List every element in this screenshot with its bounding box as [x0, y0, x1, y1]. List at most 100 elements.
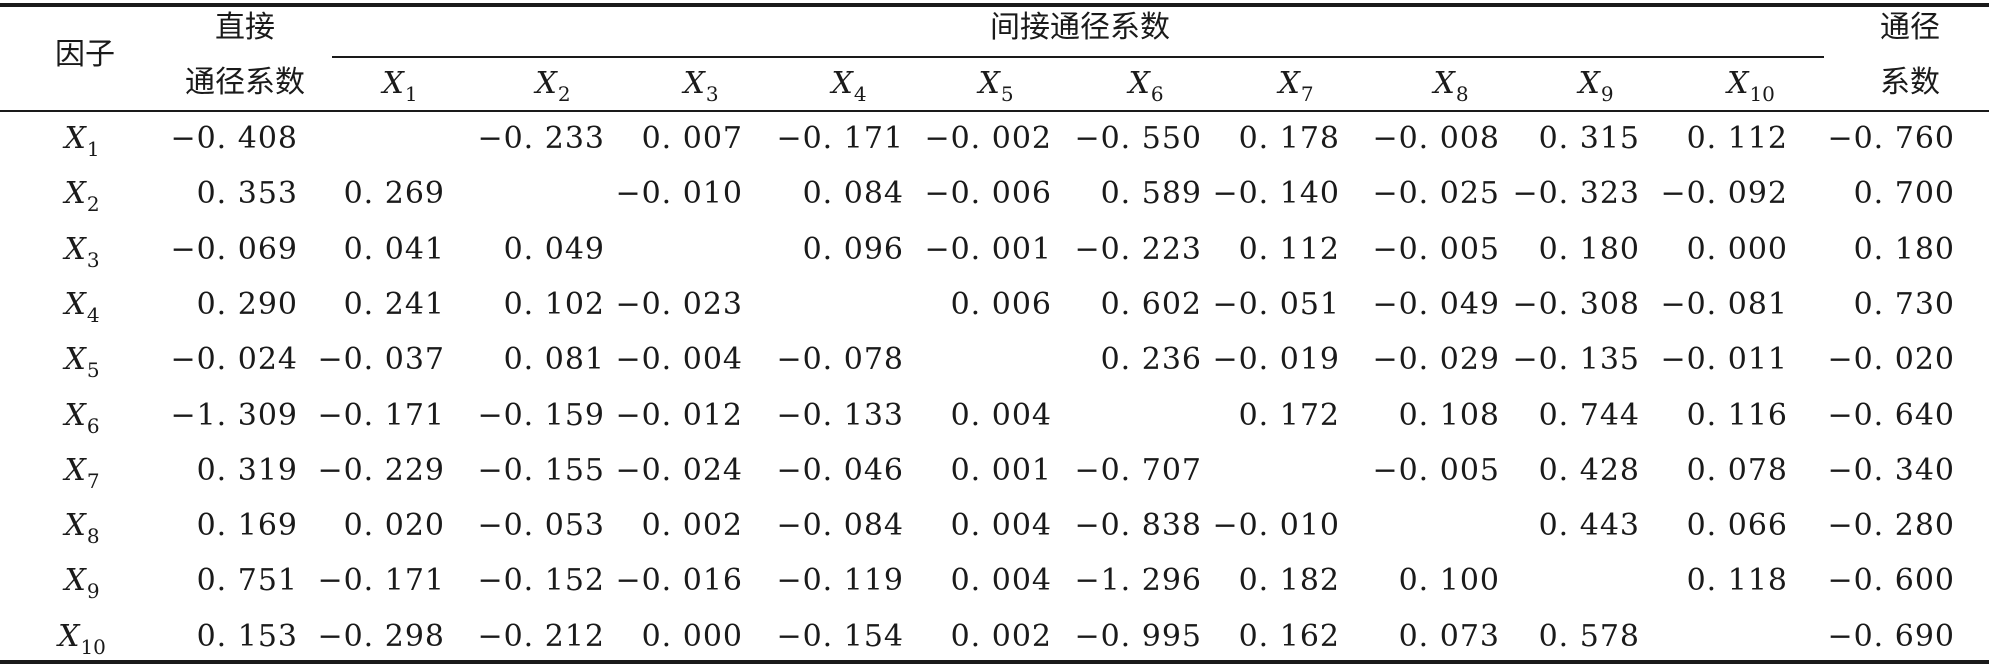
- indirect-coefficient: −0. 005: [1372, 452, 1500, 488]
- row-factor-x7: X7: [64, 452, 99, 493]
- indirect-coefficient: 0. 001: [950, 452, 1052, 488]
- indirect-coefficient: 0. 007: [641, 121, 743, 156]
- top-rule: [0, 3, 1989, 7]
- indirect-coefficient: 0. 428: [1538, 452, 1640, 488]
- column-header-x8-subscript: 8: [1455, 82, 1469, 106]
- column-header-x10-base: X: [1727, 66, 1749, 101]
- column-header-x5-base: X: [978, 66, 1000, 101]
- total-coefficient: 0. 730: [1853, 286, 1955, 322]
- column-header-x1: X1: [382, 66, 417, 106]
- indirect-coefficient: 0. 096: [802, 231, 904, 267]
- direct-coefficient: 0. 751: [196, 563, 298, 599]
- indirect-coefficient: −0. 002: [924, 121, 1052, 156]
- column-header-x1-subscript: 1: [404, 82, 418, 106]
- column-header-x2: X2: [535, 66, 570, 106]
- indirect-coefficient: −0. 995: [1074, 618, 1202, 654]
- indirect-coefficient: −0. 155: [477, 452, 605, 488]
- row-factor-x10: X10: [58, 618, 106, 659]
- row-factor-x1-base: X: [64, 121, 86, 156]
- indirect-coefficient: −0. 308: [1512, 286, 1640, 322]
- row-factor-x4-base: X: [64, 286, 86, 322]
- column-header-x4: X4: [831, 66, 866, 106]
- indirect-coefficient: 0. 182: [1238, 563, 1340, 599]
- indirect-coefficient: 0. 443: [1538, 508, 1640, 544]
- indirect-coefficient: 0. 602: [1100, 286, 1202, 322]
- column-header-x7-subscript: 7: [1300, 82, 1314, 106]
- row-factor-x2: X2: [64, 176, 99, 216]
- indirect-coefficient: −0. 029: [1372, 342, 1500, 378]
- indirect-coefficient: −0. 171: [317, 563, 445, 599]
- column-header-x5: X5: [978, 66, 1013, 106]
- indirect-coefficient: −0. 171: [776, 121, 904, 156]
- row-factor-x8-subscript: 8: [86, 524, 100, 549]
- indirect-coefficient: −0. 152: [477, 563, 605, 599]
- indirect-coefficient: −0. 024: [615, 452, 743, 488]
- row-factor-x2-base: X: [64, 176, 86, 212]
- indirect-coefficient: 0. 100: [1398, 563, 1500, 599]
- indirect-coefficient: 0. 172: [1238, 397, 1340, 433]
- row-factor-x5-base: X: [64, 342, 86, 378]
- direct-coefficient: 0. 353: [196, 176, 298, 212]
- column-header-x4-subscript: 4: [853, 82, 867, 106]
- indirect-coefficient: −0. 092: [1660, 176, 1788, 212]
- column-header-x1-base: X: [382, 66, 404, 101]
- total-coefficient: −0. 640: [1827, 397, 1955, 433]
- indirect-coefficient: 0. 180: [1538, 231, 1640, 267]
- column-header-x3-base: X: [683, 66, 705, 101]
- total-coefficient: −0. 600: [1827, 563, 1955, 599]
- indirect-coefficient: 0. 589: [1100, 176, 1202, 212]
- direct-coefficient: −0. 024: [170, 342, 298, 378]
- indirect-coefficient: 0. 178: [1238, 121, 1340, 156]
- row-factor-x9-base: X: [64, 563, 86, 599]
- column-header-x3: X3: [683, 66, 718, 106]
- row-factor-x6: X6: [64, 397, 99, 438]
- row-factor-x10-base: X: [58, 618, 80, 654]
- row-factor-x5-subscript: 5: [86, 358, 100, 383]
- row-factor-x9: X9: [64, 563, 99, 603]
- indirect-coefficient: 0. 108: [1398, 397, 1500, 433]
- indirect-coefficient: −0. 049: [1372, 286, 1500, 322]
- row-factor-x6-base: X: [64, 397, 86, 433]
- indirect-coefficient: 0. 020: [343, 508, 445, 544]
- direct-coefficient: 0. 153: [196, 618, 298, 654]
- column-header-x10-subscript: 10: [1749, 82, 1775, 106]
- column-header-x6-subscript: 6: [1150, 82, 1164, 106]
- total-coefficient: −0. 690: [1827, 618, 1955, 654]
- indirect-coefficient: −0. 078: [776, 342, 904, 378]
- row-factor-x8-base: X: [64, 508, 86, 544]
- row-factor-x1: X1: [64, 121, 99, 161]
- total-coefficient: −0. 760: [1827, 121, 1955, 156]
- indirect-coefficient: 0. 002: [950, 618, 1052, 654]
- indirect-coefficient: −0. 119: [776, 563, 904, 599]
- indirect-coefficient: −0. 081: [1660, 286, 1788, 322]
- row-factor-x7-base: X: [64, 452, 86, 488]
- row-factor-x7-subscript: 7: [86, 468, 100, 493]
- indirect-coefficient: −0. 004: [615, 342, 743, 378]
- indirect-coefficient: 0. 744: [1538, 397, 1640, 433]
- header-indirect: 间接通径系数: [990, 10, 1170, 45]
- indirect-coefficient: −0. 223: [1074, 231, 1202, 267]
- row-factor-x3: X3: [64, 231, 99, 272]
- indirect-coefficient: −0. 037: [317, 342, 445, 378]
- indirect-coefficient: −0. 006: [924, 176, 1052, 212]
- indirect-coefficient: −0. 550: [1074, 121, 1202, 156]
- indirect-coefficient: −1. 296: [1074, 563, 1202, 599]
- row-factor-x9-subscript: 9: [86, 579, 100, 604]
- indirect-coefficient: 0. 066: [1686, 508, 1788, 544]
- indirect-coefficient: −0. 323: [1512, 176, 1640, 212]
- column-header-x3-subscript: 3: [705, 82, 719, 106]
- indirect-coefficient: −0. 010: [1212, 508, 1340, 544]
- indirect-coefficient: −0. 707: [1074, 452, 1202, 488]
- indirect-coefficient: −0. 008: [1372, 121, 1500, 156]
- row-factor-x8: X8: [64, 508, 99, 548]
- indirect-coefficient: 0. 000: [1686, 231, 1788, 267]
- total-coefficient: 0. 180: [1853, 231, 1955, 267]
- column-header-x6: X6: [1128, 66, 1163, 106]
- row-factor-x3-base: X: [64, 231, 86, 267]
- indirect-coefficient: −0. 133: [776, 397, 904, 433]
- column-header-x7-base: X: [1278, 66, 1300, 101]
- indirect-coefficient: 0. 041: [343, 231, 445, 267]
- indirect-coefficient: −0. 025: [1372, 176, 1500, 212]
- column-header-x2-base: X: [535, 66, 557, 101]
- indirect-coefficient: 0. 116: [1686, 397, 1788, 433]
